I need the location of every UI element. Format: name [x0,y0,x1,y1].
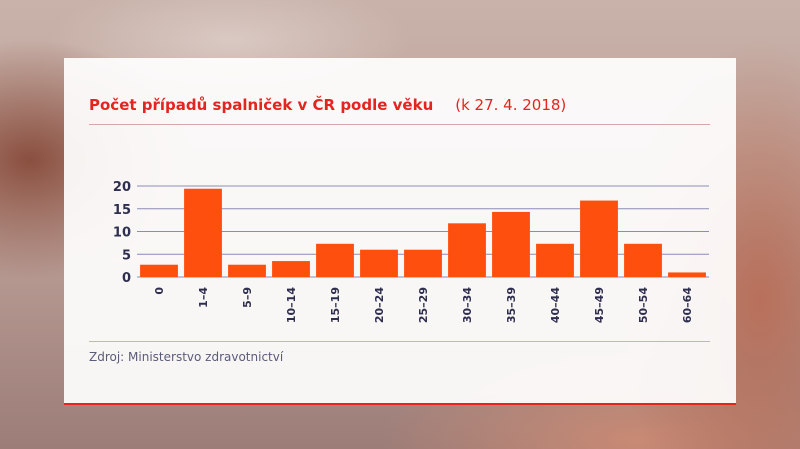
bar-0 [140,264,178,277]
y-tick-labels: 0 5 10 15 20 [113,180,131,286]
bar-6 [404,249,442,277]
x-tick-label: 15–19 [329,287,342,323]
y-tick-label: 15 [113,203,131,218]
bar-9 [536,243,574,277]
x-tick-label: 10–14 [285,287,298,323]
bar-10 [580,200,618,277]
source-divider [89,341,710,342]
x-tick-label: 1–4 [197,287,210,308]
x-tick-label: 45–49 [593,287,606,323]
y-tick-label: 5 [122,248,131,263]
bar-11 [624,243,662,277]
y-tick-label: 10 [113,226,131,241]
x-tick-labels: 0 1–4 5–9 10–14 15–19 20–24 25–29 30–34 35–39 40–… [153,287,694,323]
x-tick-label: 30–34 [461,287,474,323]
chart-subtitle: (k 27. 4. 2018) [455,96,567,114]
x-tick-label: 60–64 [681,287,694,323]
bar-4 [316,243,354,277]
y-tick-label: 20 [113,180,131,195]
bars [140,188,706,277]
bar-5 [360,249,398,277]
bar-2 [228,264,266,277]
bar-1 [184,188,222,277]
y-tick-label: 0 [122,271,131,286]
title-divider [89,124,710,125]
x-tick-label: 20–24 [373,287,386,323]
title-row: Počet případů spalniček v ČR podle věku (… [89,95,566,114]
bar-3 [272,261,310,277]
x-tick-label: 0 [153,287,166,295]
x-tick-label: 50–54 [637,287,650,323]
bar-chart: 0 5 10 15 20 0 1–4 5–9 10–14 15–19 20–24 25–29 30–3… [113,180,709,323]
bar-7 [448,223,486,277]
x-tick-label: 35–39 [505,287,518,323]
x-tick-label: 25–29 [417,287,430,323]
chart-card: Počet případů spalniček v ČR podle věku (… [64,58,736,405]
source-note: Zdroj: Ministerstvo zdravotnictví [89,350,284,364]
chart-title: Počet případů spalniček v ČR podle věku [89,96,434,114]
x-tick-label: 5–9 [241,287,254,308]
bar-8 [492,211,530,277]
bar-12 [668,272,706,277]
x-tick-label: 40–44 [549,287,562,323]
